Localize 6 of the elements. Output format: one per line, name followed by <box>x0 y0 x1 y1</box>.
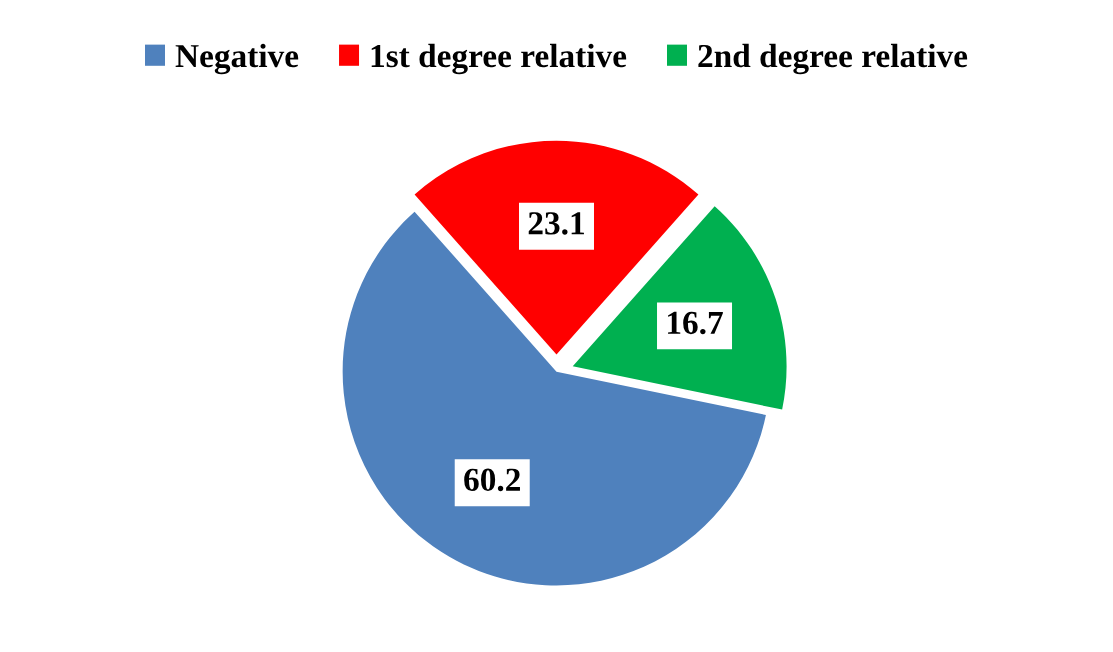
data-label: 16.7 <box>668 311 723 335</box>
data-label: 60.2 <box>464 468 520 492</box>
legend-label: Negative <box>175 43 299 75</box>
legend-label: 2nd degree relative <box>698 43 968 75</box>
data-label: 23.1 <box>528 212 584 235</box>
legend-label: 1st degree relative <box>371 43 627 75</box>
